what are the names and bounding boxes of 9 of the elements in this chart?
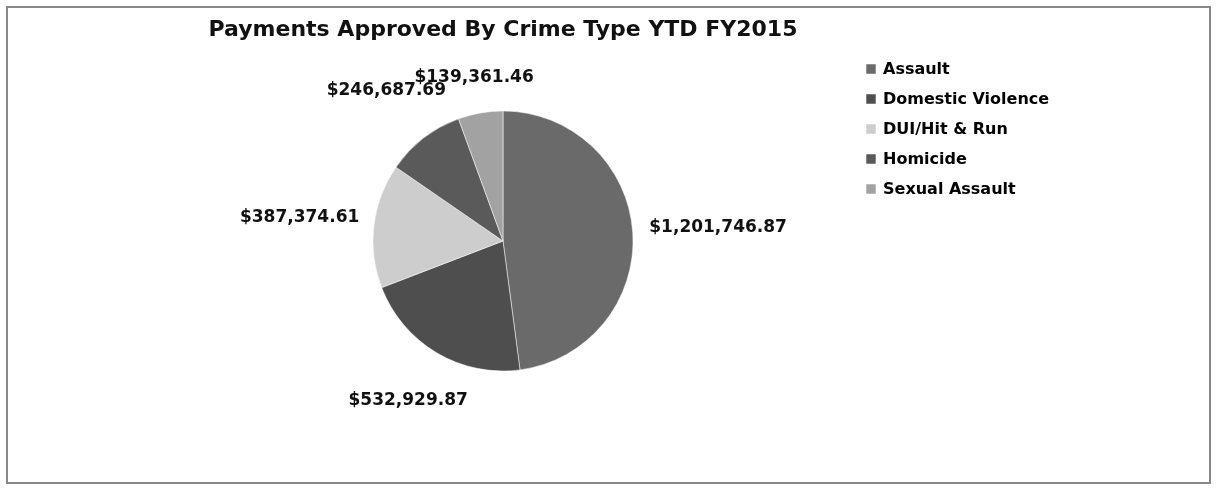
data-label: $1,201,746.87 (649, 215, 787, 236)
legend-label: Homicide (883, 149, 967, 168)
data-label: $387,374.61 (239, 205, 360, 226)
data-label: $532,929.87 (348, 389, 468, 410)
legend-label: Assault (883, 59, 951, 78)
legend-label: DUI/Hit & Run (883, 119, 1008, 138)
legend-label: Domestic Violence (883, 89, 1050, 108)
chart-title: Payments Approved By Crime Type YTD FY2015 (208, 16, 798, 41)
legend-label: Sexual Assault (883, 179, 1017, 198)
